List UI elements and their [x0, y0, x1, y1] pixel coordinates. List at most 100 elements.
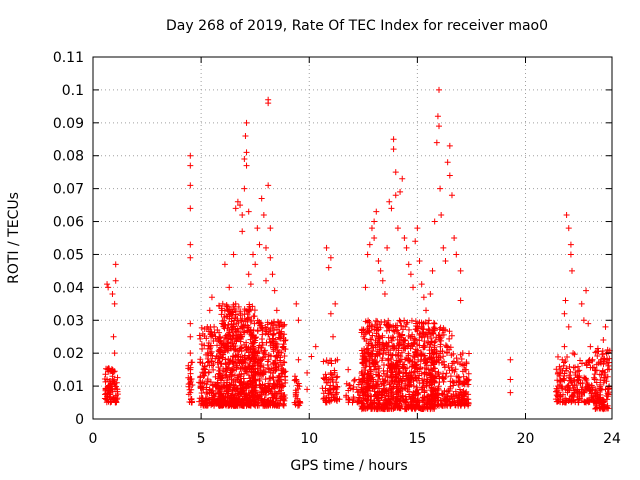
data-point: [243, 162, 250, 169]
data-point: [102, 396, 109, 403]
data-point: [214, 342, 221, 349]
data-point: [282, 379, 289, 386]
data-point: [234, 325, 241, 332]
data-point: [199, 331, 206, 338]
data-point: [604, 356, 611, 363]
data-point: [566, 374, 573, 381]
data-point: [376, 402, 383, 409]
data-point: [452, 366, 459, 373]
data-point: [443, 388, 450, 395]
data-point: [293, 300, 300, 307]
x-tick-label: 0: [89, 431, 98, 447]
data-point: [600, 361, 607, 368]
data-point: [561, 397, 568, 404]
data-point: [254, 328, 261, 335]
x-axis-label: GPS time / hours: [290, 458, 407, 474]
data-point: [295, 399, 302, 406]
data-point: [230, 323, 237, 330]
data-point: [376, 334, 383, 341]
data-point: [398, 383, 405, 390]
data-point: [251, 307, 258, 314]
data-point: [327, 376, 334, 383]
data-point: [241, 357, 248, 364]
data-point: [243, 149, 250, 156]
data-point: [259, 342, 266, 349]
data-point: [594, 345, 601, 352]
data-point: [387, 352, 394, 359]
data-point: [225, 335, 232, 342]
data-point: [436, 123, 442, 130]
data-point: [210, 381, 217, 388]
data-point: [427, 406, 434, 413]
data-point: [377, 267, 384, 274]
data-point: [270, 348, 277, 355]
data-point: [187, 152, 194, 159]
data-point: [378, 357, 385, 364]
data-point: [589, 356, 596, 363]
data-point: [441, 395, 448, 402]
data-point: [435, 397, 442, 404]
data-point: [245, 352, 252, 359]
data-point: [414, 368, 421, 375]
data-point: [216, 303, 223, 310]
data-point: [275, 378, 282, 385]
data-point: [325, 397, 332, 404]
data-point: [455, 392, 462, 399]
data-point: [276, 374, 283, 381]
data-point: [111, 376, 118, 383]
data-point: [568, 377, 575, 384]
data-point: [596, 405, 603, 412]
data-point: [264, 321, 271, 328]
data-point: [244, 328, 251, 335]
data-point: [366, 382, 373, 389]
data-point: [334, 383, 341, 390]
data-point: [245, 327, 252, 334]
data-point: [237, 392, 244, 399]
data-point: [265, 100, 272, 107]
data-point: [224, 383, 231, 390]
data-point: [424, 376, 431, 383]
data-point: [198, 341, 205, 348]
data-point: [359, 378, 366, 385]
data-point: [465, 400, 472, 407]
data-point: [107, 389, 114, 396]
data-point: [363, 397, 370, 404]
x-tick-label: 24: [603, 431, 621, 447]
data-point: [250, 343, 257, 350]
data-point: [245, 384, 252, 391]
data-point: [380, 367, 387, 374]
data-point: [273, 402, 280, 409]
data-point: [187, 320, 194, 327]
data-point: [226, 329, 233, 336]
data-point: [254, 389, 261, 396]
data-point: [187, 350, 194, 357]
data-point: [450, 382, 457, 389]
data-point: [362, 284, 369, 291]
data-point: [399, 393, 406, 400]
data-point: [396, 403, 403, 410]
data-point: [405, 261, 412, 268]
data-point: [411, 337, 418, 344]
data-point: [225, 346, 232, 353]
y-tick-label: 0.05: [53, 247, 84, 263]
data-point: [556, 363, 563, 370]
data-point: [203, 381, 210, 388]
data-point: [261, 384, 268, 391]
data-point: [251, 313, 258, 320]
data-point: [371, 405, 378, 412]
data-point: [410, 395, 417, 402]
data-point: [453, 251, 460, 258]
data-point: [224, 306, 231, 313]
y-tick-label: 0: [75, 412, 84, 428]
y-tick-label: 0.11: [53, 50, 84, 66]
data-point: [449, 360, 456, 367]
data-point: [441, 375, 448, 382]
data-point: [245, 399, 252, 406]
data-point: [421, 387, 428, 394]
data-point: [109, 381, 116, 388]
data-point: [234, 198, 241, 205]
data-point: [321, 395, 328, 402]
data-point: [187, 396, 194, 403]
data-point: [369, 350, 376, 357]
data-point: [412, 406, 419, 413]
